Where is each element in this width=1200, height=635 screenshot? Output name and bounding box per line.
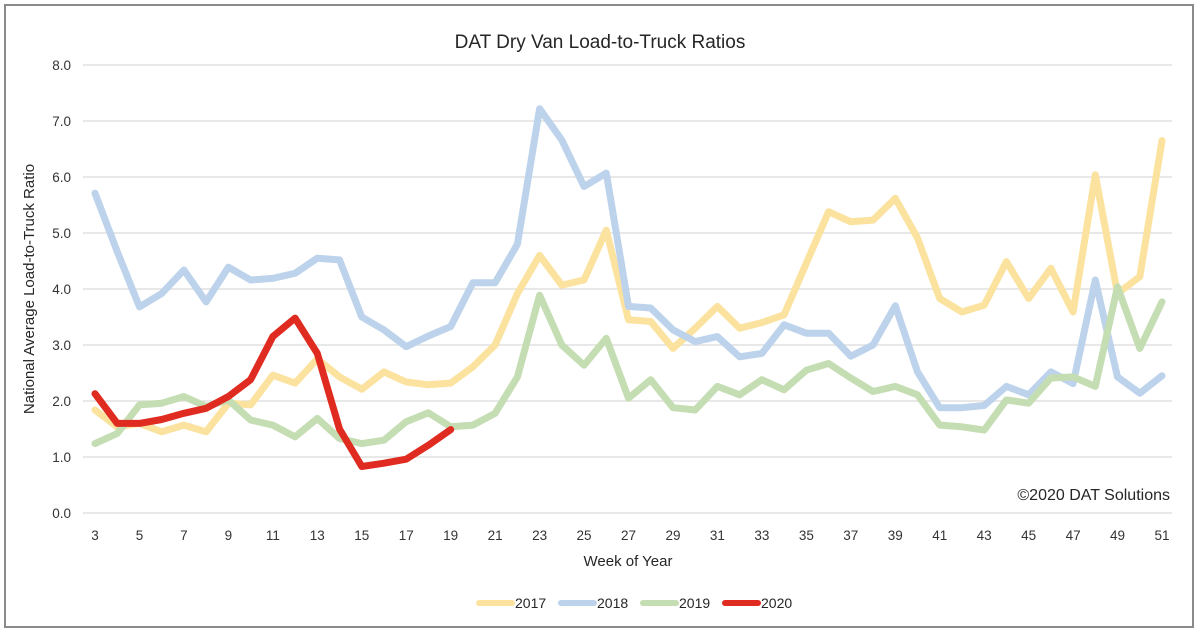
x-tick-label: 43 <box>977 528 992 543</box>
x-tick-label: 49 <box>1110 528 1125 543</box>
x-axis-label: Week of Year <box>584 553 673 570</box>
legend-label: 2017 <box>515 595 546 611</box>
legend: 2017 2018 2019 2020 <box>476 595 792 611</box>
x-tick-label: 45 <box>1021 528 1036 543</box>
x-tick-label: 17 <box>399 528 414 543</box>
y-axis-ticks: 0.0 1.0 2.0 3.0 4.0 5.0 6.0 7.0 8.0 <box>52 58 71 521</box>
legend-label: 2020 <box>761 595 792 611</box>
x-tick-label: 9 <box>225 528 233 543</box>
legend-label: 2018 <box>597 595 628 611</box>
x-tick-label: 7 <box>180 528 188 543</box>
x-tick-label: 47 <box>1066 528 1081 543</box>
x-tick-label: 35 <box>799 528 814 543</box>
x-tick-label: 51 <box>1154 528 1169 543</box>
legend-item-2017: 2017 <box>476 595 546 611</box>
x-axis-ticks: 3 5 7 9 11 13 15 17 19 21 23 25 27 29 31 33 35 37 39 41 43 45… <box>91 528 1169 543</box>
x-tick-label: 3 <box>91 528 99 543</box>
x-tick-label: 37 <box>843 528 858 543</box>
x-tick-label: 29 <box>665 528 680 543</box>
x-tick-label: 33 <box>754 528 769 543</box>
copyright-annotation: ©2020 DAT Solutions <box>1017 487 1170 504</box>
legend-item-2018: 2018 <box>558 595 628 611</box>
y-tick-label: 0.0 <box>52 506 71 521</box>
x-tick-label: 19 <box>443 528 458 543</box>
y-tick-label: 5.0 <box>52 226 71 241</box>
series-line-2020 <box>91 314 455 470</box>
legend-item-2020: 2020 <box>722 595 792 611</box>
chart-title: DAT Dry Van Load-to-Truck Ratios <box>455 32 746 53</box>
y-tick-label: 2.0 <box>52 394 71 409</box>
x-tick-label: 13 <box>310 528 325 543</box>
x-tick-label: 25 <box>577 528 592 543</box>
y-tick-label: 7.0 <box>52 114 71 129</box>
x-tick-label: 41 <box>932 528 947 543</box>
series-line-2018 <box>91 105 1166 412</box>
x-tick-label: 39 <box>888 528 903 543</box>
x-tick-label: 23 <box>532 528 547 543</box>
legend-item-2019: 2019 <box>640 595 710 611</box>
x-tick-label: 27 <box>621 528 636 543</box>
y-tick-label: 3.0 <box>52 338 71 353</box>
gridlines <box>83 64 1172 514</box>
y-tick-label: 1.0 <box>52 450 71 465</box>
x-tick-label: 21 <box>488 528 503 543</box>
y-tick-label: 4.0 <box>52 282 71 297</box>
y-tick-label: 6.0 <box>52 170 71 185</box>
legend-label: 2019 <box>679 595 710 611</box>
chart-frame <box>4 4 1194 628</box>
x-tick-label: 15 <box>354 528 369 543</box>
x-tick-label: 11 <box>266 528 280 543</box>
series-line-2017 <box>91 137 1166 436</box>
y-axis-label: National Average Load-to-Truck Ratio <box>21 164 38 414</box>
series-line-2019 <box>91 283 1166 448</box>
y-tick-label: 8.0 <box>52 58 71 73</box>
x-tick-label: 5 <box>136 528 144 543</box>
x-tick-label: 31 <box>710 528 725 543</box>
series-lines <box>91 105 1166 470</box>
